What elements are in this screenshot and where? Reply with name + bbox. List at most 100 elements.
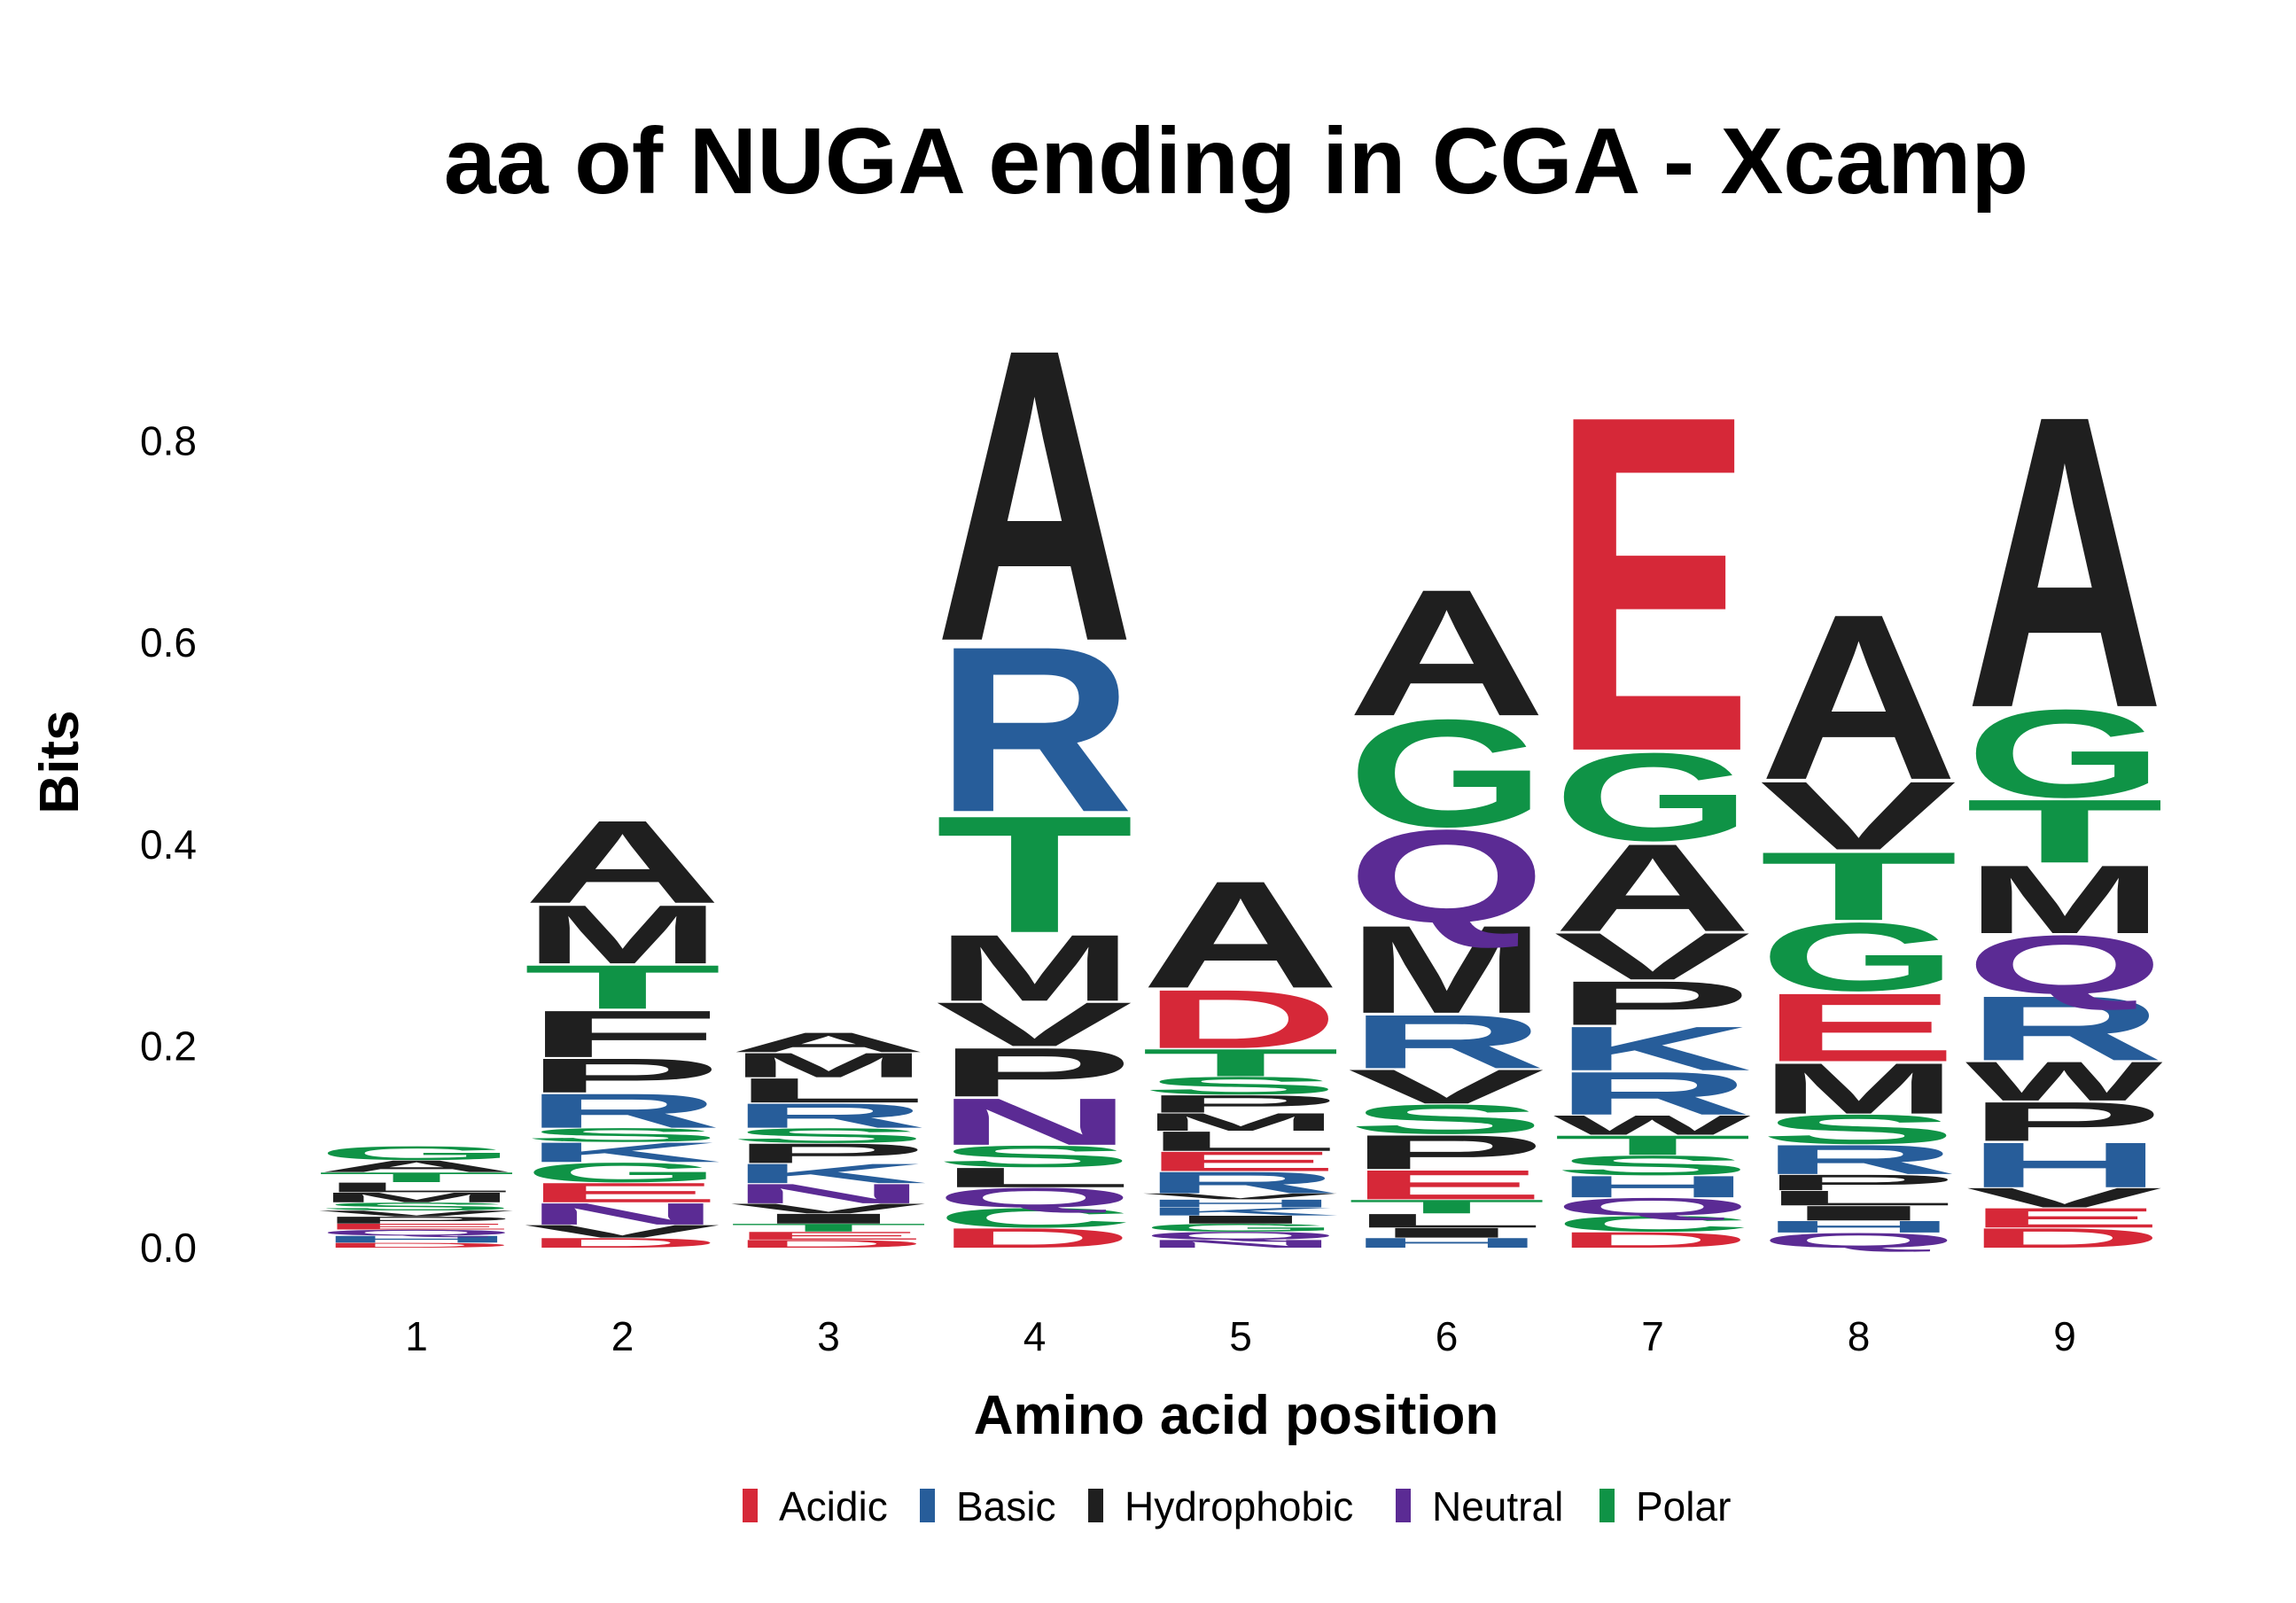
logo-letter-D: D xyxy=(1141,973,1340,1066)
logo-letter-H: H xyxy=(1965,1129,2164,1201)
logo-letter-R: R xyxy=(936,598,1134,862)
logo-letter-Q: Q xyxy=(936,1182,1134,1213)
legend-label: Polar xyxy=(1636,1483,1731,1529)
logo-letter-E: E xyxy=(1760,973,1958,1082)
logo-letter-S: S xyxy=(1760,1106,1958,1153)
logo-letter-S: S xyxy=(1553,1150,1752,1181)
logo-letter-Q: Q xyxy=(1348,802,1546,950)
logo-letter-H: H xyxy=(1553,1170,1752,1204)
logo-letter-A: A xyxy=(1141,850,1340,1021)
logo-letter-A: A xyxy=(936,263,1134,729)
logo-letter-D: D xyxy=(524,1235,722,1251)
logo-letter-K: K xyxy=(1553,1014,1752,1084)
logo-letter-N: N xyxy=(729,1178,928,1209)
x-tick-label: 2 xyxy=(611,1313,634,1359)
x-axis-label: Amino acid position xyxy=(974,1385,1498,1446)
legend: Acidic Basic Hydrophobic Neutral Polar xyxy=(743,1483,1731,1529)
legend-swatch xyxy=(920,1489,935,1522)
logo-letter-N: N xyxy=(1141,1238,1340,1250)
legend-item-acidic: Acidic xyxy=(743,1483,888,1529)
logo-letter-V: V xyxy=(1965,1182,2163,1213)
y-axis-ticks: 0.0 0.2 0.4 0.6 0.8 xyxy=(140,418,197,1271)
logo-letter-R: R xyxy=(524,1084,722,1138)
logo-letter-E: E xyxy=(1348,1162,1546,1209)
logo-letter-A: A xyxy=(729,1027,928,1058)
x-tick-label: 4 xyxy=(1023,1313,1047,1359)
logo-letter-L: L xyxy=(317,1179,516,1195)
y-tick-label: 0.6 xyxy=(140,619,197,665)
legend-swatch xyxy=(743,1489,758,1522)
logo-letter-T: T xyxy=(1760,832,1958,941)
logo-letter-Q: Q xyxy=(1965,918,2164,1011)
logo-letter-S: S xyxy=(1141,1072,1340,1101)
logo-letter-P: P xyxy=(1760,1170,1958,1194)
legend-item-neutral: Neutral xyxy=(1396,1483,1563,1529)
logo-letter-M: M xyxy=(1965,844,2164,953)
logo-letter-E: E xyxy=(1965,1202,2164,1233)
logo-letter-R: R xyxy=(1965,977,2164,1080)
logo-letter-M: M xyxy=(1760,1048,1958,1129)
y-axis-label: Bits xyxy=(29,710,90,813)
logo-letter-L: L xyxy=(1141,1125,1340,1156)
logo-letter-G: G xyxy=(1553,728,1752,868)
logo-letter-M: M xyxy=(1348,899,1546,1039)
logo-letter-V: V xyxy=(1141,1192,1339,1202)
legend-swatch xyxy=(1599,1489,1615,1522)
logo-letter-V: V xyxy=(936,990,1133,1060)
y-tick-label: 0.0 xyxy=(140,1225,197,1271)
logo-letter-V: V xyxy=(1553,920,1751,994)
logo-letter-A: A xyxy=(1760,565,1958,829)
logo-letter-R: R xyxy=(1348,1000,1546,1085)
logo-letter-G: G xyxy=(317,1142,516,1164)
logo-letter-T: T xyxy=(936,781,1134,968)
logo-letter-D: D xyxy=(1553,1227,1752,1252)
logo-letter-T: T xyxy=(729,1221,928,1233)
x-tick-label: 6 xyxy=(1436,1313,1459,1359)
logo-letter-N: N xyxy=(524,1197,722,1232)
logo-letter-L: L xyxy=(729,1071,928,1110)
logo-letter-T: T xyxy=(1965,781,2164,882)
x-tick-label: 8 xyxy=(1848,1313,1871,1359)
logo-letter-A: A xyxy=(1965,330,2164,796)
logo-letter-V: V xyxy=(317,1209,515,1218)
logo-letter-P: P xyxy=(936,1033,1134,1111)
logo-letter-M: M xyxy=(936,915,1134,1021)
y-tick-label: 0.8 xyxy=(140,418,197,464)
logo-letter-D: D xyxy=(1965,1223,2164,1254)
logo-letter-L: L xyxy=(1348,1210,1546,1232)
logo-letter-P: P xyxy=(1965,1091,2164,1153)
y-tick-label: 0.2 xyxy=(140,1023,197,1069)
logo-letter-F: F xyxy=(524,997,722,1071)
logo-letter-P: P xyxy=(524,1048,722,1102)
logo-letter-P: P xyxy=(1348,1124,1546,1179)
logo-letter-Q: Q xyxy=(1141,1230,1340,1242)
logo-letter-A: A xyxy=(1348,551,1546,754)
logo-letter-V: V xyxy=(1760,761,1957,870)
logo-letter-V: V xyxy=(1348,1060,1545,1114)
x-tick-label: 5 xyxy=(1229,1313,1252,1359)
x-tick-label: 1 xyxy=(405,1313,428,1359)
logo-letter-W: W xyxy=(1965,1050,2163,1112)
logo-letter-K: K xyxy=(1141,1205,1340,1218)
logo-letter-S: S xyxy=(317,1201,516,1213)
logo-letter-T: T xyxy=(317,1170,516,1186)
logo-letter-A: A xyxy=(524,796,722,928)
logo-letter-W: W xyxy=(1553,1109,1751,1140)
logo-letter-M: M xyxy=(524,888,722,981)
logo-letter-R: R xyxy=(1760,1136,1958,1183)
legend-swatch xyxy=(1396,1489,1411,1522)
logo-letter-E: E xyxy=(524,1177,722,1208)
x-tick-label: 9 xyxy=(2053,1313,2076,1359)
logo-letter-V: V xyxy=(729,1201,927,1217)
legend-label: Basic xyxy=(956,1483,1055,1529)
logo-letter-I: I xyxy=(1141,1213,1340,1226)
